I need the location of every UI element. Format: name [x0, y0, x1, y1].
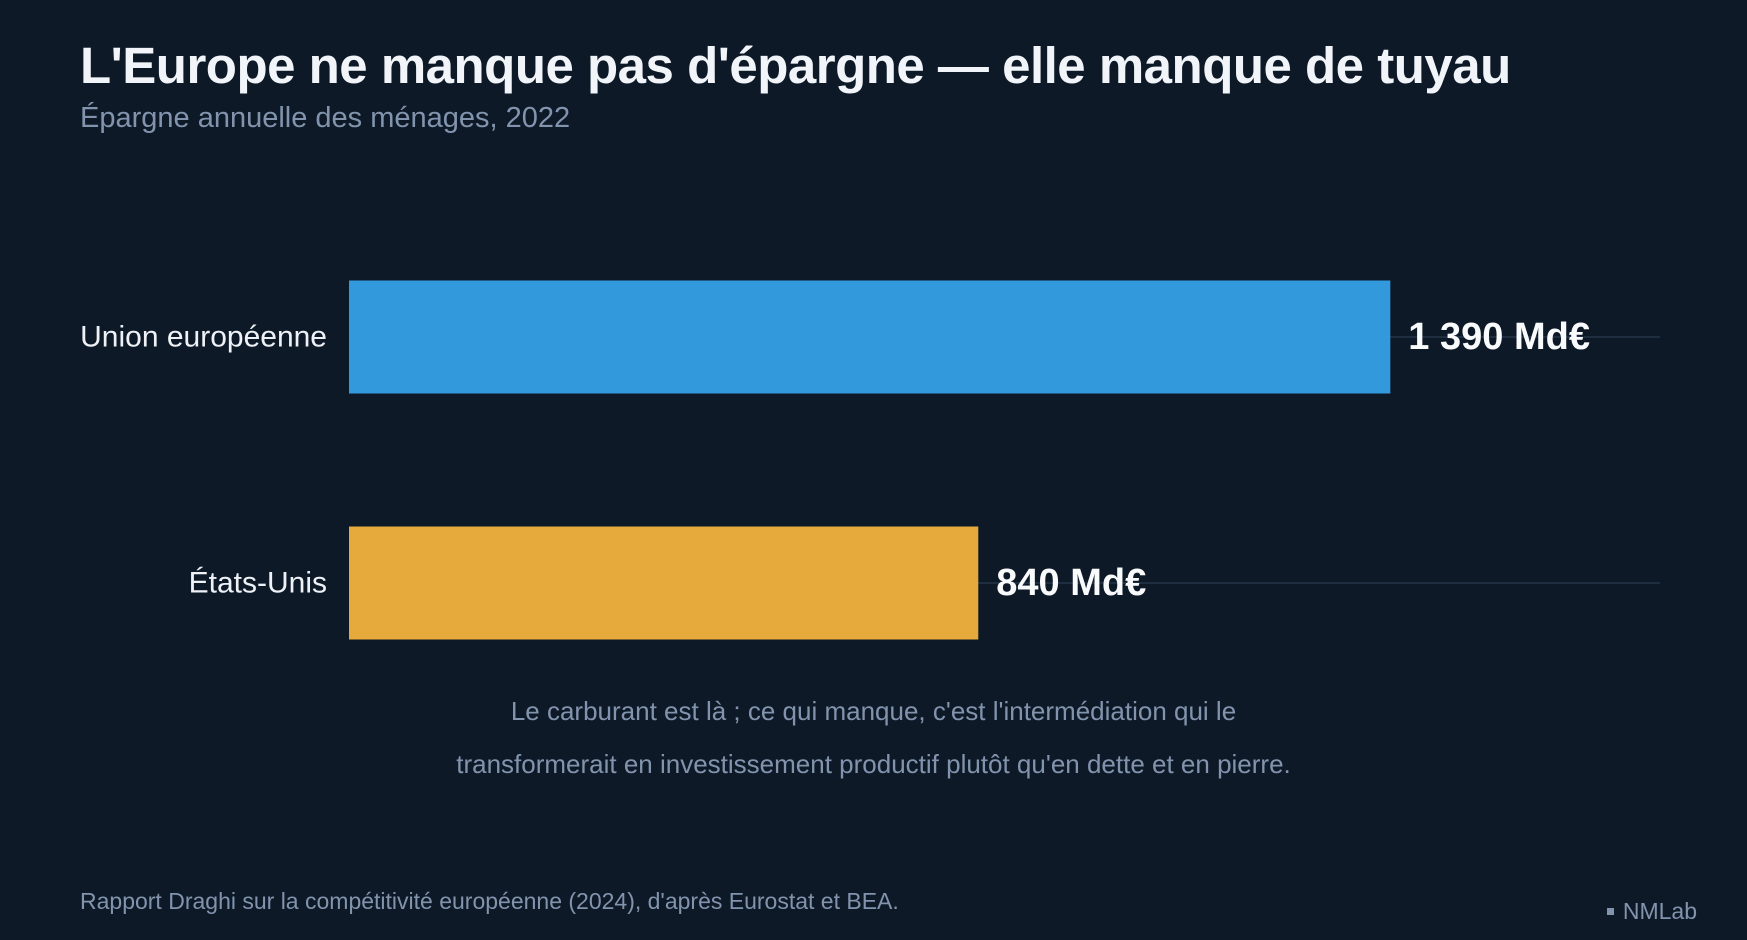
brand-square-icon [1606, 908, 1614, 915]
value-label: 1 390 Md€ [1408, 316, 1590, 358]
bar-0 [349, 280, 1391, 394]
brand-label: NMLab [1622, 898, 1697, 924]
chart-annotation: Le carburant est là ; ce qui manque, c'e… [0, 685, 1747, 791]
source-note: Rapport Draghi sur la compétitivité euro… [80, 888, 899, 914]
annotation-line-2: transformerait en investissement product… [456, 749, 1291, 779]
category-label: États-Unis [189, 567, 327, 600]
value-label: 840 Md€ [996, 562, 1146, 604]
chart-title: L'Europe ne manque pas d'épargne — elle … [80, 37, 1511, 94]
bar-chart: Union européenne 1 390 Md€ États-Unis 840 M… [80, 280, 1660, 640]
category-label: Union européenne [80, 321, 327, 354]
bar-1 [349, 526, 979, 640]
chart-subtitle: Épargne annuelle des ménages, 2022 [80, 102, 571, 134]
annotation-line-1: Le carburant est là ; ce qui manque, c'e… [510, 696, 1237, 726]
brand-credit: NMLab [1606, 898, 1697, 925]
